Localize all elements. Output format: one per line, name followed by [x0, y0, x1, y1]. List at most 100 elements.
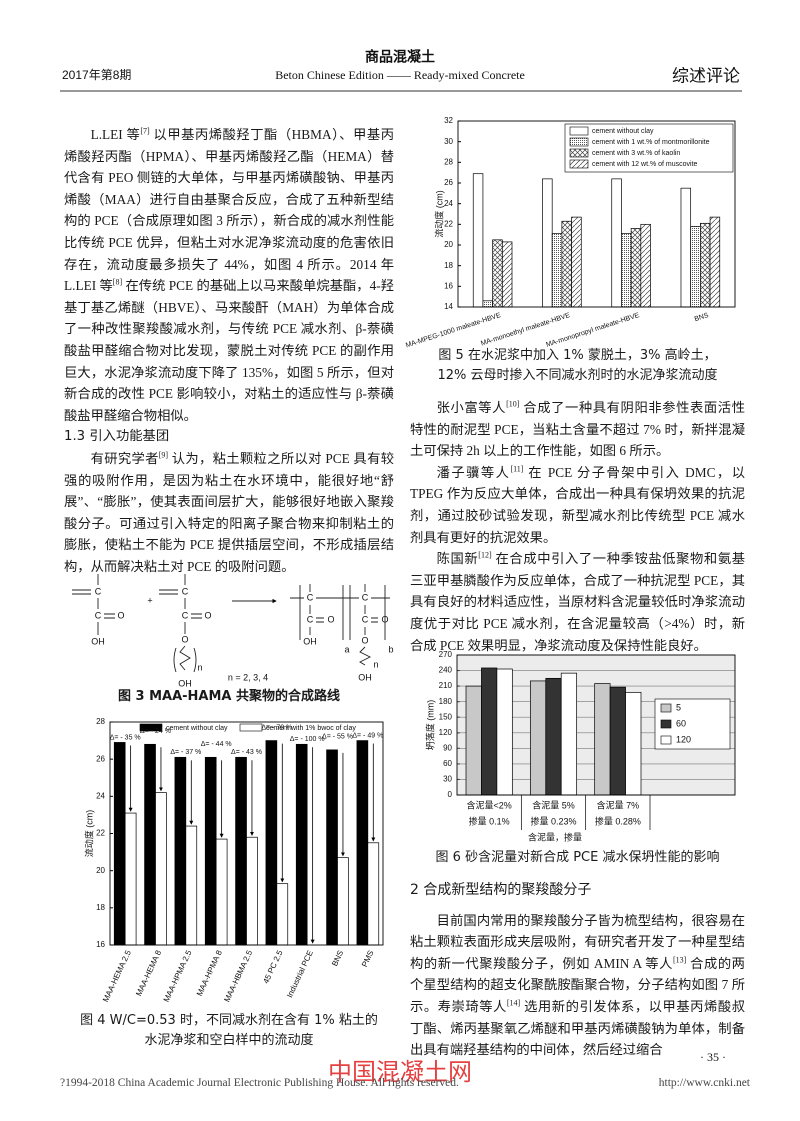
- figure-caption: 图 6 砂含泥量对新合成 PCE 减水保坍性能的影响: [410, 848, 745, 868]
- legend-swatch: [569, 159, 589, 169]
- bar: [709, 216, 721, 308]
- citation: [14]: [506, 998, 521, 1008]
- bar: [496, 668, 513, 796]
- bar: [680, 187, 692, 308]
- left-column: L.LEI 等[7] 以甲基丙烯酸羟丁酯（HBMA）、甲基丙烯酸羟丙酯（HPMA…: [64, 124, 394, 577]
- legend-swatch: [569, 148, 589, 158]
- y-tick-label: 270: [439, 650, 453, 659]
- legend-swatch: [660, 719, 672, 729]
- bar: [621, 233, 632, 308]
- citation: [12]: [478, 550, 492, 560]
- y-tick-label: 14: [444, 302, 453, 311]
- bar: [571, 216, 582, 308]
- issue: 2017年第8期: [62, 68, 131, 82]
- caption-line: 图 5 在水泥浆中加入 1% 蒙脱土，3% 高岭土，: [438, 348, 717, 363]
- text-run: 合成的两个星型结构的超支化聚酰胺酯聚合物，分子结构如图 7 所示。寿崇琦等人: [410, 955, 745, 1014]
- section-2: 2 合成新型结构的聚羧酸分子目前国内常用的聚羧酸分子皆为梳型结构，很容易在粘土颗…: [410, 880, 745, 1061]
- y-tick-label: 24: [96, 791, 105, 800]
- paragraph: 有研究学者[9] 认为，粘土颗粒之所以对 PCE 具有较强的吸附作用，是因为粘土…: [64, 448, 394, 578]
- y-tick-label: 24: [444, 199, 453, 208]
- reaction-scheme: [72, 574, 390, 673]
- figure-caption: 图 4 W/C=0.53 时，不同减水剂在含有 1% 粘土的 水泥净浆和空白样中的…: [64, 1011, 394, 1051]
- plot-frame: [109, 721, 384, 946]
- x-tick-label: MAA-HEMA 8: [134, 948, 163, 997]
- bar: [640, 223, 651, 308]
- annotation: Δ= - 55 %: [322, 734, 353, 741]
- y-tick-label: 26: [96, 754, 105, 763]
- paragraph: 潘子骥等人[11] 在 PCE 分子骨架中引入 DMC，以 TPEG 作为反应大…: [410, 462, 745, 548]
- y-axis-label: 流动度 (cm): [433, 190, 444, 238]
- section-heading: 2 合成新型结构的聚羧酸分子: [410, 882, 592, 898]
- footer: ?1994-2018 China Academic Journal Electr…: [60, 1077, 750, 1089]
- text-run: 有研究学者: [90, 450, 159, 466]
- y-tick-label: 60: [443, 759, 452, 768]
- text-run: 陈国新: [436, 551, 479, 567]
- legend-label: cement without clay: [166, 725, 228, 732]
- bar: [356, 740, 369, 946]
- x-tick-label: BNS: [694, 312, 710, 323]
- scheme-label: C: [307, 614, 314, 624]
- y-tick-label: 18: [96, 903, 105, 912]
- bar: [594, 683, 611, 796]
- bar: [276, 883, 289, 946]
- citation: [9]: [158, 450, 169, 460]
- annotation: Δ= - 44 %: [201, 741, 232, 748]
- bar: [529, 680, 547, 796]
- scheme-label: C: [95, 586, 102, 596]
- bar: [295, 743, 308, 946]
- annotation: Δ= - 49 %: [352, 732, 383, 739]
- scheme-label: C: [182, 586, 189, 596]
- page-number: · 35 ·: [700, 1050, 726, 1064]
- scheme-label: n: [373, 659, 378, 669]
- scheme-label: OH: [303, 636, 317, 646]
- figure-caption: 图 3 MAA-HAMA 共聚物的合成路线: [117, 689, 341, 704]
- bar: [204, 756, 217, 946]
- plot-frame: [456, 654, 736, 796]
- caption-line: 12% 云母时掺入不同减水剂时的水泥净浆流动度: [437, 368, 718, 383]
- chart: 16 18 20 22 24 26 28 流动度 (cm) MAA-HEMA 2.5 MAA-HE…: [83, 717, 384, 1004]
- paragraph: 陈国新[12] 在合成中引入了一种季铵盐低聚物和氨基三亚甲基膦酸作为反应单体，合…: [410, 548, 745, 656]
- text-run: 目前国内常用的聚羧酸分子皆为梳型结构，很容易在粘土颗粒表面形成夹层吸附，有研究者…: [410, 912, 745, 971]
- caption-line: 图 6 砂含泥量对新合成 PCE 减水保坍性能的影响: [435, 850, 720, 865]
- legend-swatch: [660, 703, 672, 713]
- scheme-label: C: [182, 610, 189, 620]
- scheme-label: C: [307, 592, 314, 602]
- text-run: 潘子骥等人: [436, 464, 511, 480]
- caption-line: 图 4 W/C=0.53 时，不同减水剂在含有 1% 粘土的: [80, 1013, 378, 1028]
- x-tick-label: 掺量 0.28%: [595, 815, 641, 826]
- y-tick-label: 210: [439, 681, 453, 690]
- y-axis-label: 坍落度 (mm): [424, 700, 435, 751]
- scheme-label: O: [181, 634, 188, 644]
- text-run: 以甲基丙烯酸羟丁酯（HBMA）、甲基丙烯酸羟丙酯（HPMA）、甲基丙烯酸羟乙酯（…: [64, 127, 394, 294]
- bar: [185, 825, 198, 946]
- text-run: 张小富等人: [436, 400, 507, 415]
- x-tick-label: 含泥量 7%: [597, 799, 640, 810]
- x-tick-label: MAA-HBMA 2.5: [222, 948, 254, 1003]
- bar: [124, 812, 137, 946]
- scheme-label: +: [147, 595, 152, 605]
- y-tick-label: 90: [443, 743, 452, 752]
- scheme-label: O: [327, 614, 334, 624]
- y-tick-label: 0: [448, 790, 453, 799]
- text-run: 认为，粘土颗粒之所以对 PCE 具有较强的吸附作用，是因为粘土在水环境中，能很好…: [64, 450, 395, 574]
- y-tick-label: 22: [96, 829, 105, 838]
- annotation: Δ= - 35 %: [110, 734, 141, 741]
- legend-label: cement with 1% bwoc of clay: [266, 725, 356, 732]
- bar: [326, 749, 338, 946]
- y-axis-label: 流动度 (cm): [83, 810, 94, 858]
- text-run: 选用新的引发体系，以甲基丙烯酸叔丁酯、烯丙基聚氧乙烯醚和甲基丙烯磺酸钠为单体，制…: [410, 998, 745, 1058]
- column-name: 综述评论: [672, 66, 740, 85]
- url: http://www.cnki.net: [658, 1077, 750, 1089]
- bar: [246, 836, 258, 946]
- chart: 0 30 60 90 120 150 180 210 240 270 坍落度 (mm) 含泥量<2% 掺…: [424, 650, 736, 842]
- plot-frame: [457, 120, 736, 308]
- journal-name: 商品混凝土: [365, 49, 435, 65]
- y-tick-label: 20: [96, 866, 105, 875]
- bar: [625, 691, 642, 796]
- x-tick-label: 含泥量 5%: [532, 799, 575, 810]
- x-tick-label: 含泥量<2%: [467, 799, 512, 810]
- scheme-label: O: [361, 635, 368, 645]
- bar: [465, 685, 482, 796]
- x-tick-label: BNS: [330, 949, 345, 968]
- caption-line: 水泥净浆和空白样中的流动度: [144, 1033, 314, 1048]
